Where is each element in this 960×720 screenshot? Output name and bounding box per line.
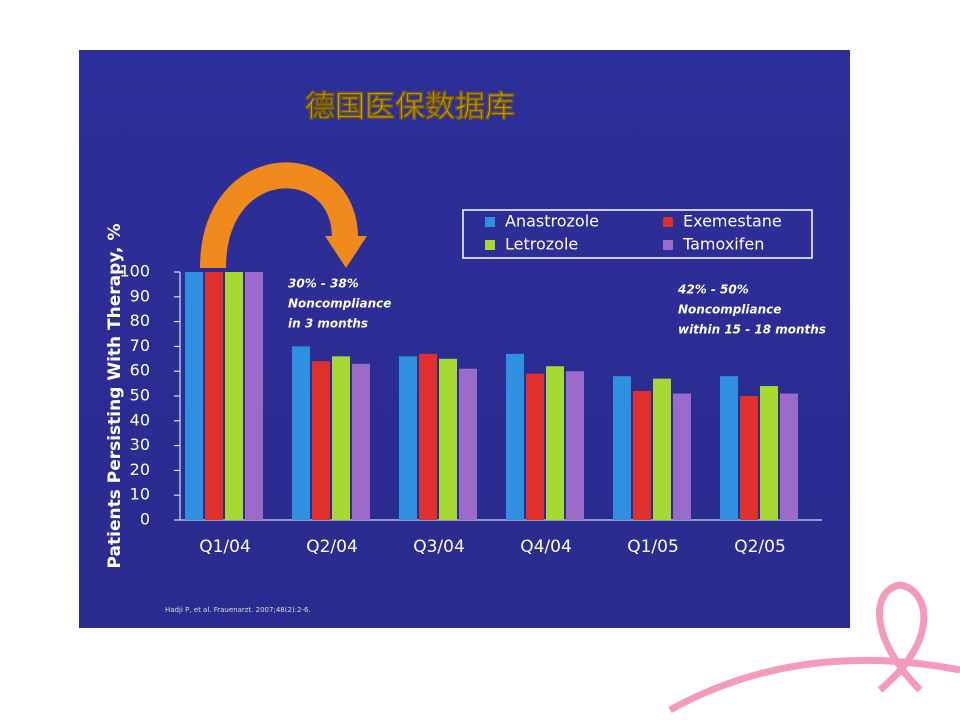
legend-swatch — [663, 240, 673, 250]
bar — [720, 376, 738, 520]
bar — [205, 272, 223, 520]
bar — [352, 363, 370, 520]
bar — [225, 272, 243, 520]
bar — [185, 272, 203, 520]
bar — [245, 272, 263, 520]
bar — [312, 361, 330, 520]
source: Hadji P, et al. Frauenarzt. 2007;48(2):2… — [165, 606, 311, 614]
legend-label: Exemestane — [683, 212, 782, 231]
x-tick-label: Q1/05 — [627, 537, 679, 557]
y-tick-label: 90 — [130, 286, 150, 305]
bar — [419, 353, 437, 520]
annotation: 30% - 38% — [288, 277, 359, 291]
y-tick-label: 80 — [130, 311, 150, 330]
arrow-head — [325, 236, 367, 268]
legend-swatch — [485, 240, 495, 250]
bar — [439, 358, 457, 520]
bar — [780, 393, 798, 520]
y-tick-label: 60 — [130, 361, 150, 380]
legend-swatch — [663, 217, 673, 227]
legend-label: Letrozole — [505, 235, 578, 254]
annotation: Noncompliance — [288, 297, 391, 311]
bar — [673, 393, 691, 520]
annotation: in 3 months — [288, 317, 368, 331]
x-tick-label: Q1/04 — [199, 537, 251, 557]
y-tick-label: 10 — [130, 485, 150, 504]
bar — [760, 386, 778, 520]
bar — [613, 376, 631, 520]
bar — [566, 371, 584, 520]
bar — [399, 356, 417, 520]
y-tick-label: 50 — [130, 386, 150, 405]
y-tick-label: 100 — [119, 262, 150, 281]
legend-label: Anastrozole — [505, 212, 599, 231]
legend-label: Tamoxifen — [682, 235, 764, 254]
bar — [546, 366, 564, 520]
y-axis-label: Patients Persisting With Therapy, % — [105, 224, 125, 569]
bar — [633, 391, 651, 520]
ribbon — [668, 581, 960, 714]
x-tick-label: Q2/04 — [306, 537, 358, 557]
bar — [740, 396, 758, 520]
arrow — [200, 162, 358, 269]
y-tick-label: 20 — [130, 460, 150, 479]
legend-swatch — [485, 217, 495, 227]
y-tick-label: 70 — [130, 336, 150, 355]
x-tick-label: Q3/04 — [413, 537, 465, 557]
bar — [459, 368, 477, 520]
y-tick-label: 30 — [130, 435, 150, 454]
bar — [653, 378, 671, 520]
y-tick-label: 0 — [140, 510, 150, 529]
bar — [506, 353, 524, 520]
annotation: Noncompliance — [678, 303, 781, 317]
legend-box — [462, 209, 813, 259]
annotation: 42% - 50% — [677, 283, 749, 297]
annotation: within 15 - 18 months — [678, 323, 826, 337]
bar — [526, 373, 544, 520]
x-tick-label: Q4/04 — [520, 537, 572, 557]
y-tick-label: 40 — [130, 410, 150, 429]
bar — [332, 356, 350, 520]
chart-title: 德国医保数据库 — [305, 90, 515, 125]
bar — [292, 346, 310, 520]
x-tick-label: Q2/05 — [734, 537, 786, 557]
